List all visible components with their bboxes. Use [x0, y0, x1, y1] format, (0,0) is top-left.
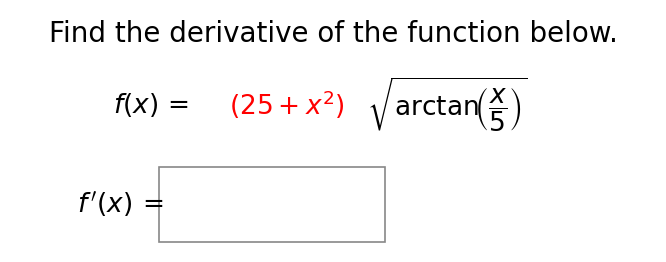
- Text: $f(x)\, =\, $: $f(x)\, =\, $: [113, 91, 190, 119]
- FancyBboxPatch shape: [159, 167, 385, 242]
- Text: $\sqrt{\mathrm{arctan}\!\left(\dfrac{x}{5}\right)}$: $\sqrt{\mathrm{arctan}\!\left(\dfrac{x}{…: [366, 76, 527, 134]
- Text: Find the derivative of the function below.: Find the derivative of the function belo…: [49, 20, 617, 47]
- Text: $(25 + x^2)$: $(25 + x^2)$: [229, 89, 345, 121]
- Text: $f\,'(x)\, =$: $f\,'(x)\, =$: [77, 189, 163, 219]
